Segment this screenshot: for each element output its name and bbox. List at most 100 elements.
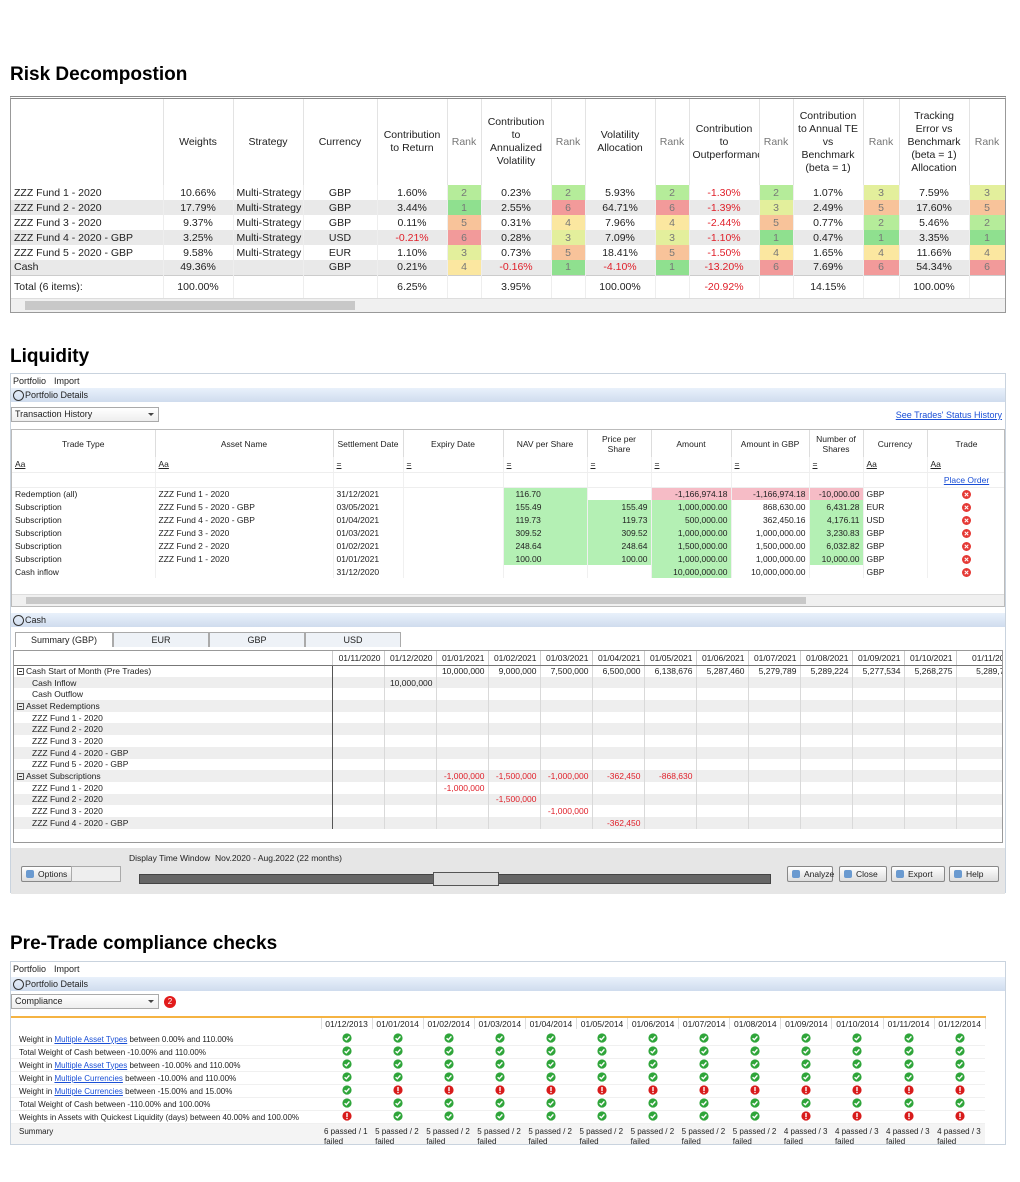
action-button[interactable]: Help bbox=[949, 866, 999, 882]
cell bbox=[384, 770, 437, 782]
options-button[interactable]: Options bbox=[21, 866, 75, 882]
menu-item[interactable]: Portfolio bbox=[13, 964, 47, 974]
filter-cell[interactable]: = bbox=[333, 457, 404, 473]
filter-cell[interactable]: = bbox=[403, 457, 504, 473]
filter-cell[interactable]: Aa bbox=[12, 457, 156, 473]
menu-item[interactable]: Import bbox=[54, 964, 80, 974]
slider-range[interactable] bbox=[433, 872, 499, 886]
status-cell bbox=[831, 1097, 884, 1111]
date-header: 01/09/2014 bbox=[780, 1016, 833, 1029]
status-cell bbox=[423, 1097, 475, 1111]
menu-item[interactable]: Portfolio bbox=[13, 376, 47, 386]
pass-icon bbox=[903, 1033, 914, 1043]
delete-icon[interactable] bbox=[962, 502, 971, 512]
scroll-thumb[interactable] bbox=[26, 597, 806, 604]
status-cell bbox=[831, 1045, 884, 1059]
time-slider[interactable] bbox=[139, 872, 771, 886]
scroll-thumb[interactable] bbox=[25, 301, 355, 310]
cell bbox=[800, 816, 853, 829]
filter-cell[interactable]: = bbox=[587, 457, 652, 473]
filter-cell[interactable]: = bbox=[809, 457, 864, 473]
cell: -1,000,000 bbox=[540, 770, 593, 782]
collapse-icon[interactable] bbox=[17, 668, 24, 676]
date-header: 01/05/2014 bbox=[576, 1016, 629, 1029]
cell bbox=[403, 513, 504, 526]
filter-cell[interactable]: = bbox=[731, 457, 810, 473]
date-header: 01/06/2014 bbox=[627, 1016, 680, 1029]
undo-redo[interactable] bbox=[71, 866, 121, 882]
delete-icon[interactable] bbox=[962, 528, 971, 538]
status-cell bbox=[372, 1045, 424, 1059]
rule-link[interactable]: Multiple Asset Types bbox=[54, 1060, 128, 1070]
cell bbox=[852, 723, 905, 736]
tab[interactable]: Summary (GBP) bbox=[15, 632, 113, 647]
action-button[interactable]: Export bbox=[891, 866, 945, 882]
cell: 6,500,000 bbox=[592, 665, 645, 677]
pass-icon bbox=[903, 1072, 914, 1082]
menu-item[interactable]: Import bbox=[54, 376, 80, 386]
scrollbar[interactable] bbox=[11, 298, 1005, 312]
cell bbox=[748, 781, 801, 794]
delete-icon[interactable] bbox=[962, 541, 971, 551]
collapse-icon[interactable] bbox=[17, 703, 24, 711]
panel-header[interactable]: Portfolio Details bbox=[11, 388, 1005, 402]
tab[interactable]: EUR bbox=[113, 632, 209, 647]
trade-row: Subscription ZZZ Fund 4 - 2020 - GBP 01/04… bbox=[12, 513, 1004, 526]
pass-icon bbox=[444, 1072, 454, 1082]
rule-text: Total Weight of Cash between -10.00% and… bbox=[19, 1047, 206, 1057]
status-cell bbox=[321, 1110, 373, 1124]
cell bbox=[332, 676, 385, 689]
status-cell bbox=[576, 1110, 628, 1124]
summary-cell: 5 passed / 2 failed bbox=[372, 1123, 424, 1144]
delete-icon[interactable] bbox=[962, 515, 971, 525]
menu-bar: Portfolio Import bbox=[13, 964, 88, 974]
view-dropdown[interactable]: Transaction History bbox=[11, 407, 159, 422]
filter-cell[interactable]: Aa bbox=[863, 457, 928, 473]
cell bbox=[696, 700, 749, 712]
cell bbox=[927, 513, 1004, 526]
filter-cell[interactable]: Aa bbox=[155, 457, 334, 473]
alert-badge: 2 bbox=[164, 996, 176, 1008]
pass-icon bbox=[955, 1059, 965, 1069]
status-cell bbox=[729, 1033, 781, 1046]
status-history-link[interactable]: See Trades' Status History bbox=[895, 410, 1002, 420]
cell bbox=[904, 723, 957, 736]
cash-row: Asset Subscriptions -1,000,000 -1,500,000-… bbox=[14, 770, 1002, 782]
filter-cell[interactable]: Aa bbox=[927, 457, 1004, 473]
collapse-icon[interactable] bbox=[17, 773, 24, 781]
cell: 4,176.11 bbox=[809, 513, 864, 526]
panel-header[interactable]: Cash bbox=[11, 613, 1005, 627]
row-label: Asset Redemptions bbox=[14, 700, 333, 712]
rule-link[interactable]: Multiple Currencies bbox=[54, 1086, 123, 1096]
column-header: Tracking Error vs Benchmark (beta = 1) A… bbox=[899, 99, 970, 185]
tab[interactable]: USD bbox=[305, 632, 401, 647]
action-button[interactable]: Close bbox=[839, 866, 887, 882]
view-dropdown[interactable]: Compliance bbox=[11, 994, 159, 1009]
action-button[interactable]: Analyze bbox=[787, 866, 834, 882]
pass-icon bbox=[852, 1098, 863, 1108]
filter-cell[interactable]: = bbox=[651, 457, 732, 473]
place-order-link[interactable]: Place Order bbox=[943, 474, 990, 485]
tab[interactable]: GBP bbox=[209, 632, 305, 647]
cell bbox=[696, 816, 749, 829]
scrollbar[interactable] bbox=[12, 594, 1004, 606]
cell bbox=[12, 472, 156, 488]
delete-icon[interactable] bbox=[962, 489, 971, 499]
rank-cell: 2 bbox=[655, 185, 690, 200]
delete-icon[interactable] bbox=[962, 554, 971, 564]
cell bbox=[852, 816, 905, 829]
rule-row: Weight in Multiple Currencies between -1… bbox=[11, 1084, 986, 1098]
panel-header[interactable]: Portfolio Details bbox=[11, 977, 1005, 991]
rule-link[interactable]: Multiple Currencies bbox=[54, 1073, 123, 1083]
date-header: 01/09/2021 bbox=[852, 651, 905, 666]
rank-cell: 4 bbox=[969, 245, 1005, 260]
delete-icon[interactable] bbox=[962, 567, 971, 577]
filter-cell[interactable]: = bbox=[503, 457, 588, 473]
cell bbox=[403, 472, 504, 488]
cell bbox=[384, 816, 437, 829]
cell bbox=[384, 688, 437, 701]
label-text: Cash Outflow bbox=[32, 689, 84, 700]
cell bbox=[403, 500, 504, 513]
cell bbox=[852, 711, 905, 724]
rule-link[interactable]: Multiple Asset Types bbox=[54, 1034, 128, 1044]
